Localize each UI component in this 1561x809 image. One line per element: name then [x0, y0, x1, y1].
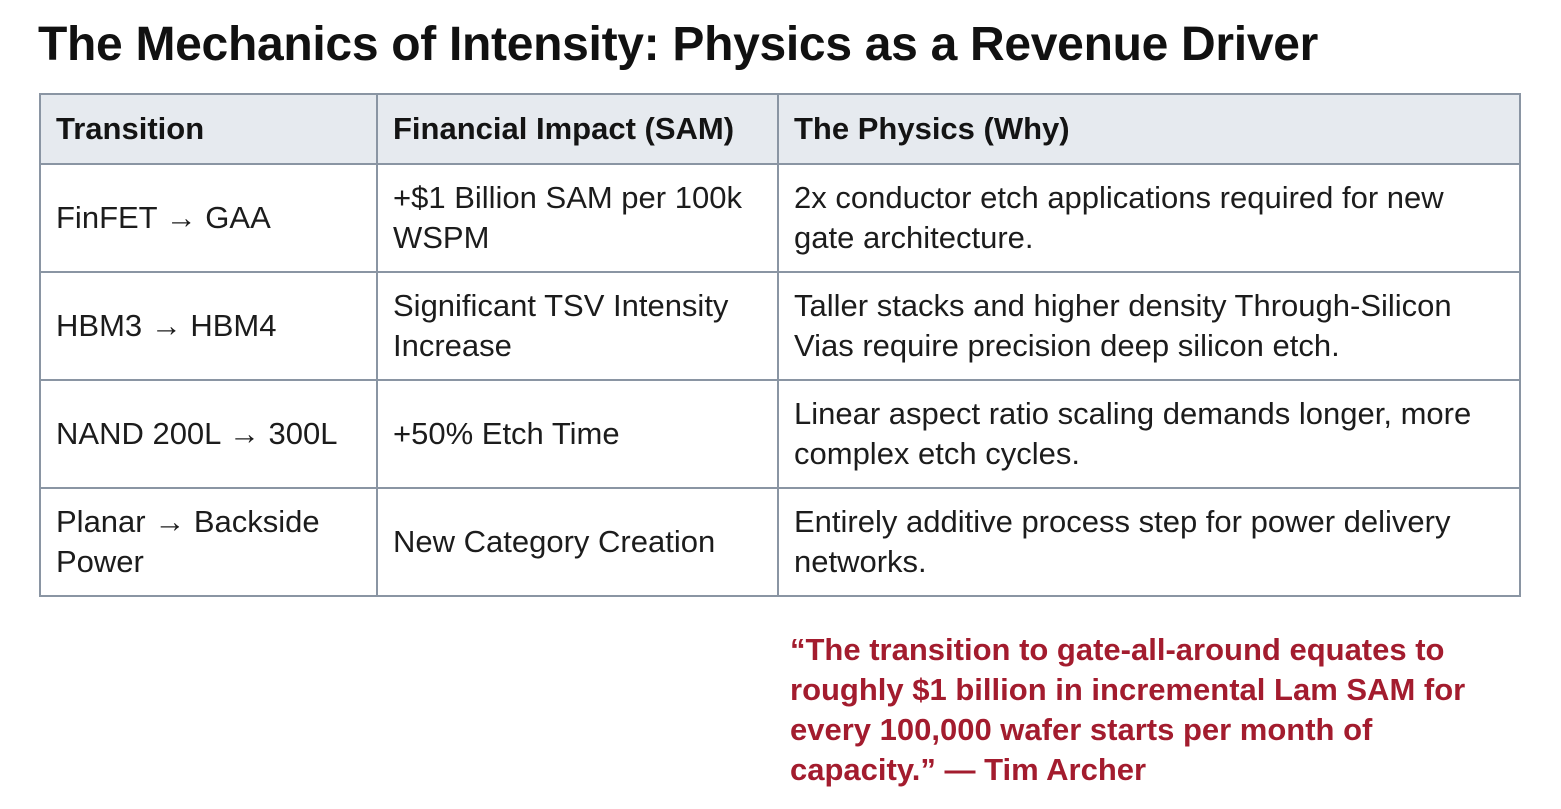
table-body: FinFET → GAA +$1 Billion SAM per 100k WS…	[39, 163, 1521, 597]
transition-cell: Planar → Backside Power	[39, 487, 378, 597]
table-header: Transition Financial Impact (SAM) The Ph…	[39, 93, 1521, 165]
column-header-physics: The Physics (Why)	[777, 93, 1521, 165]
transition-cell: NAND 200L → 300L	[39, 379, 378, 489]
table-header-row: Transition Financial Impact (SAM) The Ph…	[39, 93, 1521, 165]
transition-table: Transition Financial Impact (SAM) The Ph…	[39, 93, 1521, 597]
table-row: NAND 200L → 300L +50% Etch Time Linear a…	[39, 379, 1521, 489]
column-header-transition: Transition	[39, 93, 378, 165]
financial-impact-cell: +50% Etch Time	[376, 379, 779, 489]
physics-cell: Linear aspect ratio scaling demands long…	[777, 379, 1521, 489]
page-title: The Mechanics of Intensity: Physics as a…	[38, 18, 1318, 71]
transition-cell: FinFET → GAA	[39, 163, 378, 273]
table-row: Planar → Backside Power New Category Cre…	[39, 487, 1521, 597]
ceo-quote: “The transition to gate-all-around equat…	[790, 632, 1466, 787]
financial-impact-cell: Significant TSV Intensity Increase	[376, 271, 779, 381]
physics-cell: Entirely additive process step for power…	[777, 487, 1521, 597]
physics-cell: Taller stacks and higher density Through…	[777, 271, 1521, 381]
financial-impact-cell: +$1 Billion SAM per 100k WSPM	[376, 163, 779, 273]
financial-impact-cell: New Category Creation	[376, 487, 779, 597]
table-row: FinFET → GAA +$1 Billion SAM per 100k WS…	[39, 163, 1521, 273]
table-row: HBM3 → HBM4 Significant TSV Intensity In…	[39, 271, 1521, 381]
physics-cell: 2x conductor etch applications required …	[777, 163, 1521, 273]
transition-cell: HBM3 → HBM4	[39, 271, 378, 381]
column-header-financial-impact: Financial Impact (SAM)	[376, 93, 779, 165]
